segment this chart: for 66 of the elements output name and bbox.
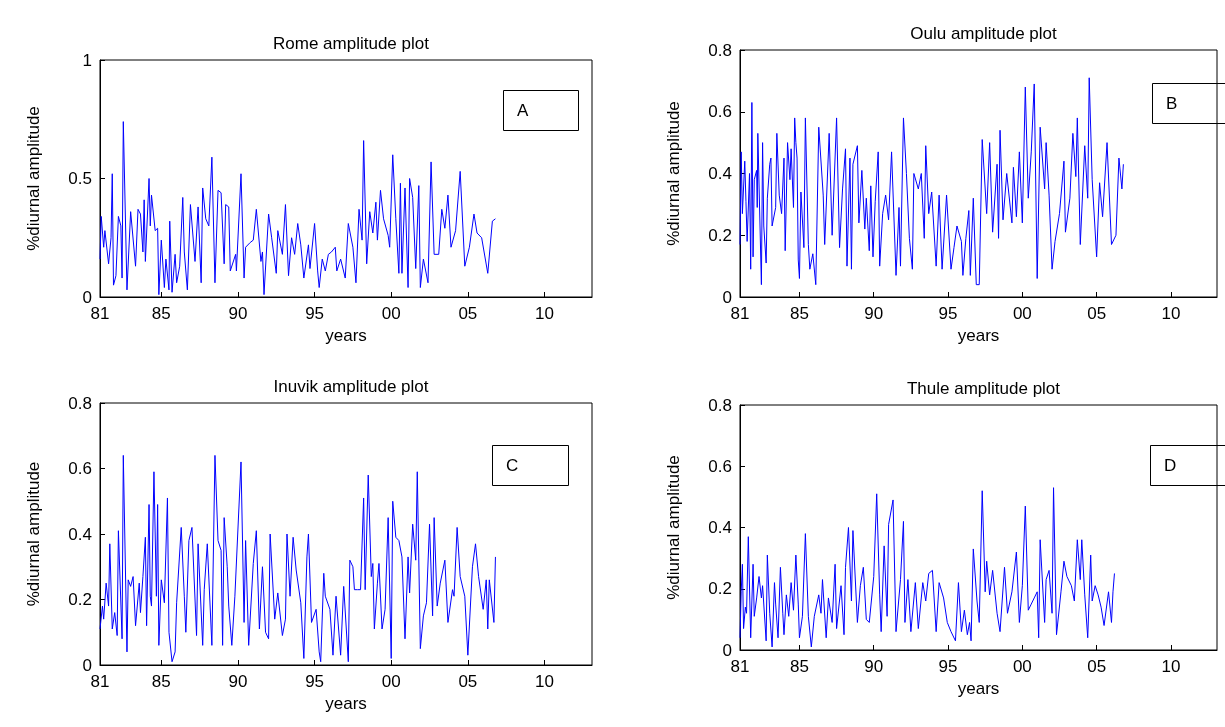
annotation: A <box>517 101 529 120</box>
x-tick-label: 05 <box>458 304 478 323</box>
y-axis-title: %diurnal amplitude <box>664 101 683 246</box>
x-tick-label: 90 <box>864 304 884 323</box>
x-tick-label: 81 <box>90 672 110 691</box>
y-tick-label: 0.2 <box>68 590 92 609</box>
y-tick-label: 0.2 <box>708 225 732 245</box>
y-tick-label: 0 <box>82 287 92 307</box>
x-tick-label: 00 <box>381 304 401 323</box>
x-tick-label: 90 <box>864 657 884 676</box>
x-tick-label: 85 <box>789 304 809 323</box>
annotation: D <box>1164 456 1177 475</box>
y-tick-label: 0.8 <box>708 40 732 60</box>
line-series <box>739 487 1115 648</box>
y-tick-label: 0.4 <box>708 164 732 183</box>
x-tick-label: 05 <box>1087 304 1107 323</box>
x-tick-label: 10 <box>1161 657 1181 676</box>
y-axis-title: %diurnal amplitude <box>664 455 683 600</box>
x-axis-title: years <box>325 693 367 713</box>
y-axis-title: %diurnal amplitude <box>24 461 43 607</box>
y-axis-title: %diurnal amplitude <box>24 106 43 251</box>
y-tick-label: 0 <box>722 287 732 307</box>
x-tick-label: 00 <box>381 672 401 691</box>
x-tick-label: 81 <box>730 304 750 323</box>
y-tick-label: 0.6 <box>708 102 732 122</box>
x-tick-label: 95 <box>938 304 958 323</box>
x-axis-title: years <box>957 325 1000 345</box>
line-series <box>739 77 1124 286</box>
x-tick-label: 85 <box>151 672 171 691</box>
x-tick-label: 81 <box>730 657 750 676</box>
annotation: B <box>1166 94 1178 113</box>
x-tick-label: 95 <box>938 657 958 676</box>
x-tick-label: 10 <box>1161 304 1181 323</box>
y-tick-label: 0.6 <box>68 459 92 478</box>
x-tick-label: 05 <box>1087 657 1107 676</box>
y-tick-label: 0.6 <box>708 456 732 476</box>
x-tick-label: 00 <box>1012 304 1032 323</box>
x-tick-label: 95 <box>305 672 325 691</box>
line-series <box>99 121 496 296</box>
y-tick-label: 1 <box>82 50 92 70</box>
x-axis-title: years <box>957 678 1000 698</box>
chart-title: Oulu amplitude plot <box>910 24 1058 43</box>
x-tick-label: 05 <box>458 672 478 691</box>
x-tick-label: 95 <box>305 304 325 323</box>
chart-title: Inuvik amplitude plot <box>273 377 429 396</box>
y-tick-label: 0.4 <box>708 518 732 537</box>
x-tick-label: 85 <box>789 657 809 676</box>
x-tick-label: 81 <box>90 304 110 323</box>
y-tick-label: 0 <box>722 640 732 660</box>
chart-title: Rome amplitude plot <box>273 34 430 53</box>
x-tick-label: 10 <box>535 304 554 323</box>
x-tick-label: 85 <box>151 304 171 323</box>
chart-title: Thule amplitude plot <box>906 379 1061 398</box>
annotation: C <box>506 456 519 475</box>
y-tick-label: 0.2 <box>708 579 732 599</box>
line-series <box>99 454 496 663</box>
x-tick-label: 00 <box>1012 657 1032 676</box>
x-tick-label: 90 <box>228 672 248 691</box>
y-tick-label: 0.5 <box>68 169 92 188</box>
x-tick-label: 10 <box>535 672 554 691</box>
x-axis-title: years <box>325 325 367 345</box>
y-tick-label: 0.8 <box>68 393 92 413</box>
y-tick-label: 0.4 <box>68 524 92 544</box>
x-tick-label: 90 <box>228 304 248 323</box>
y-tick-label: 0 <box>82 655 92 675</box>
y-tick-label: 0.8 <box>708 395 732 415</box>
